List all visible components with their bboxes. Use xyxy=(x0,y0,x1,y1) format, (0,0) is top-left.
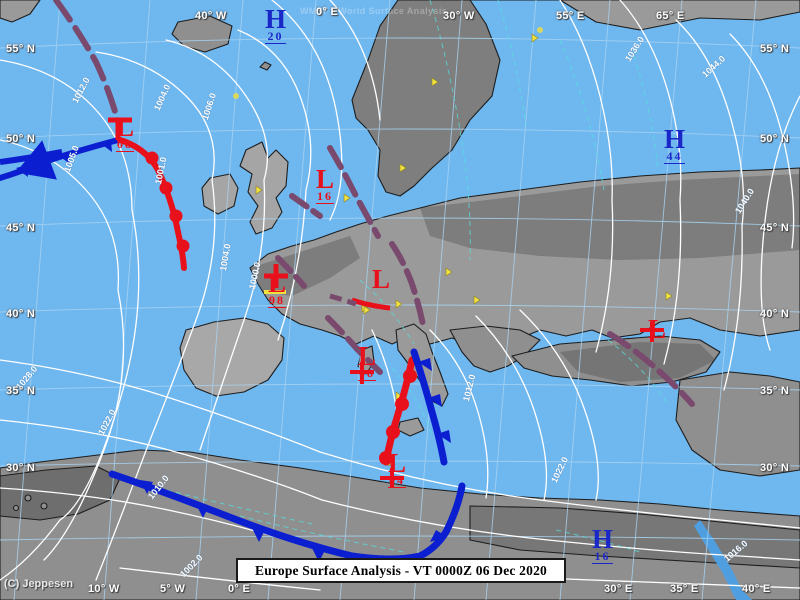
low-pressure-symbol: L xyxy=(116,112,135,142)
pressure-value: 16 xyxy=(592,550,614,564)
title-plate: Europe Surface Analysis - VT 0000Z 06 De… xyxy=(236,558,566,583)
longitude-label: 0° E xyxy=(316,6,339,18)
latitude-label-right: 55° N xyxy=(760,43,790,55)
latitude-label-right: 50° N xyxy=(760,133,790,145)
pressure-value: 08 xyxy=(358,366,377,381)
pressure-value: 44 xyxy=(664,150,686,164)
high-pressure-symbol: H xyxy=(265,4,287,34)
latitude-label-left: 45° N xyxy=(6,222,36,234)
pressure-value: 98 xyxy=(268,293,287,308)
high-egypt: H 16 xyxy=(592,524,614,564)
low-north-sea: L 16 xyxy=(316,164,335,204)
low-atlantic: L 08 xyxy=(116,112,135,152)
longitude-label: 35° E xyxy=(670,583,699,595)
occluded-atlantic-north xyxy=(53,0,121,125)
warm-front-italy xyxy=(379,356,417,466)
pressure-value: 16 xyxy=(316,189,335,204)
high-iceland: H 20 xyxy=(265,4,287,44)
cold-front-italy xyxy=(410,348,451,466)
occluded-turkey xyxy=(607,322,695,407)
latitude-label-right: 30° N xyxy=(760,462,790,474)
longitude-label: 10° W xyxy=(88,583,120,595)
low-tyrrhenian: L 08 xyxy=(358,341,377,381)
occluded-central-europe xyxy=(264,241,427,333)
stationary-tunisia xyxy=(380,468,404,488)
low-tunisia: L 04 xyxy=(388,448,407,488)
stationary-stub-atlantic xyxy=(108,117,132,140)
low-pressure-symbol: L xyxy=(358,341,377,371)
warm-front-atlantic xyxy=(117,137,190,271)
low-pressure-symbol: L xyxy=(372,264,391,294)
latitude-label-left: 35° N xyxy=(6,385,36,397)
low-pressure-symbol: L xyxy=(268,268,287,298)
longitude-label: 40° E xyxy=(742,583,771,595)
latitude-label-right: 45° N xyxy=(760,222,790,234)
watermark-text: WMSF - World Surface Analysis xyxy=(300,6,448,16)
low-biscay: L 98 xyxy=(268,268,287,308)
longitude-label: 30° W xyxy=(443,10,475,22)
latitude-label-right: 35° N xyxy=(760,385,790,397)
longitude-label: 65° E xyxy=(656,10,685,22)
low-pressure-symbol: L xyxy=(316,164,335,194)
occluded-north-sea xyxy=(289,145,381,239)
copyright-label: (C) Jeppesen xyxy=(4,578,74,590)
longitude-label: 5° W xyxy=(160,583,186,595)
low-pressure-symbol: L xyxy=(648,314,667,344)
longitude-label: 30° E xyxy=(604,583,633,595)
latitude-label-left: 40° N xyxy=(6,308,36,320)
latitude-label-left: 55° N xyxy=(6,43,36,55)
pressure-value: 20 xyxy=(265,30,287,44)
cold-front-atlantic-south xyxy=(0,149,63,165)
occluded-italy xyxy=(325,315,383,375)
high-russia: H 44 xyxy=(664,124,686,164)
high-pressure-symbol: H xyxy=(592,524,614,554)
latitude-label-left: 30° N xyxy=(6,462,36,474)
longitude-label: 0° E xyxy=(228,583,251,595)
high-pressure-symbol: H xyxy=(664,124,686,154)
pressure-value: 08 xyxy=(116,137,135,152)
latitude-label-right: 40° N xyxy=(760,308,790,320)
longitude-label: 55° E xyxy=(556,10,585,22)
low-pressure-symbol: L xyxy=(388,448,407,478)
low-black-sea: L xyxy=(648,314,667,344)
low-central-europe: L xyxy=(372,264,391,294)
front-alps xyxy=(329,293,391,311)
longitude-label: 40° W xyxy=(195,10,227,22)
cold-front-north-africa xyxy=(108,470,466,568)
pressure-value: 04 xyxy=(388,473,407,488)
latitude-label-left: 50° N xyxy=(6,133,36,145)
